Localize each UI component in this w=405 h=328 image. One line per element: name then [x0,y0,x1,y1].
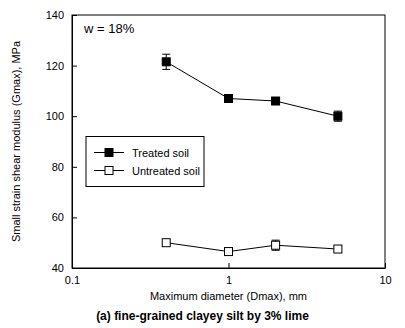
legend-marker [105,149,113,157]
error-bar-cap [162,54,170,55]
x-tick: 1 [226,263,232,286]
error-bar-cap [162,69,170,70]
data-point [334,245,342,253]
x-axis-line [73,268,386,269]
x-tick: 10 [379,263,391,286]
y-axis-line [72,16,73,269]
data-point [225,248,233,256]
x-tick-mark [229,263,230,268]
y-tick-label: 60 [52,211,64,223]
y-tick-mark [72,66,77,67]
y-tick: 60 [52,211,77,223]
error-bar-cap [272,250,280,251]
data-point [272,241,280,249]
data-point [225,94,233,102]
error-bar-cap [334,111,342,112]
y-axis: 40 60 80 100 120 140 [46,9,77,274]
data-point [272,97,280,105]
y-tick: 120 [46,60,77,72]
y-tick-label: 80 [52,161,64,173]
y-axis-title: Small strain shear modulus (Gmax), MPa [10,40,22,242]
series-line [166,243,338,252]
data-point [334,112,342,120]
error-bar-cap [334,121,342,122]
chart-title: (a) fine-grained clayey silt by 3% lime [96,309,309,323]
data-point [162,239,170,247]
y-tick-mark [72,217,77,218]
error-bar-cap [272,240,280,241]
x-tick-label: 1 [226,274,232,286]
legend-label: Treated soil [132,147,189,159]
legend-label: Untreated soil [132,165,200,177]
legend-box [86,137,204,187]
annotation: w = 18% [83,21,135,36]
legend-marker [105,167,113,175]
series-line [166,62,338,116]
y-tick-label: 120 [46,60,64,72]
x-axis-title: Maximum diameter (Dmax), mm [150,290,307,302]
y-tick-label: 100 [46,110,64,122]
x-tick-label: 10 [379,274,391,286]
y-tick: 80 [52,161,77,173]
plot-frame [72,15,385,268]
y-tick-label: 40 [52,262,64,274]
plot: 0.1 1 10 40 60 80 100 120 140 w = 18% Treated soil… [46,9,392,286]
error-bar [334,111,342,121]
y-tick-mark [72,268,77,269]
x-tick-label: 0.1 [65,274,80,286]
y-tick: 140 [46,9,77,21]
y-tick-mark [72,116,77,117]
x-tick-mark [385,263,386,268]
y-tick-mark [72,167,77,168]
error-bar [272,240,280,250]
y-tick: 100 [46,110,77,122]
data-point [162,58,170,66]
y-tick-label: 140 [46,9,64,21]
error-bar [162,54,170,69]
legend: Treated soil Untreated soil [86,137,204,187]
x-axis: 0.1 1 10 [65,263,392,286]
y-tick-mark [72,15,77,16]
y-tick: 40 [52,262,77,274]
chart: 0.1 1 10 40 60 80 100 120 140 w = 18% Treated soil… [0,0,405,328]
